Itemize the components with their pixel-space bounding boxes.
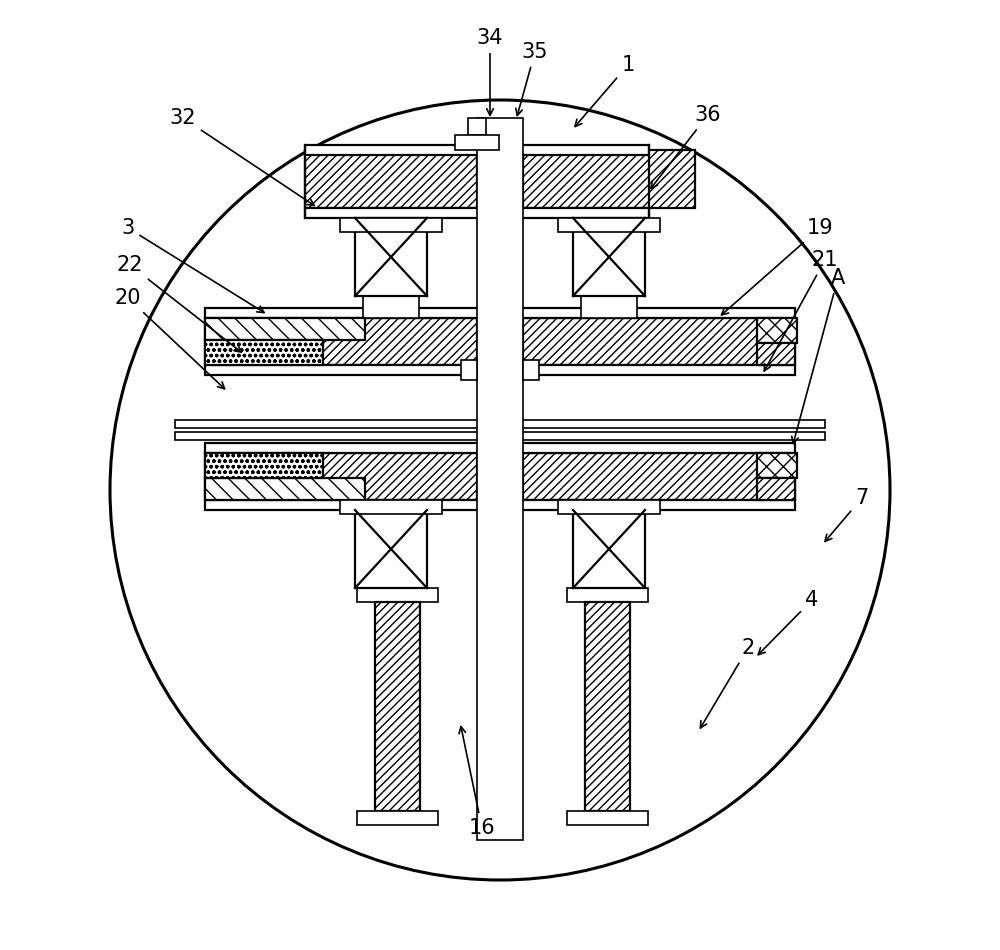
Bar (357, 588, 438, 602)
Bar (205, 443, 795, 453)
Bar (175, 432, 825, 440)
Bar (523, 318, 795, 365)
Bar (355, 218, 427, 296)
Text: 34: 34 (477, 28, 503, 115)
Bar (581, 296, 637, 318)
Text: 3: 3 (121, 218, 264, 313)
Bar (523, 360, 539, 380)
Bar (305, 145, 649, 155)
Bar (363, 510, 419, 514)
Bar (567, 811, 648, 825)
Bar (205, 318, 365, 340)
Text: 19: 19 (721, 218, 833, 315)
Text: 2: 2 (700, 638, 755, 728)
Text: A: A (792, 268, 845, 444)
Bar (205, 478, 365, 500)
Bar (477, 118, 523, 840)
Bar (585, 602, 630, 811)
Bar (205, 340, 323, 365)
Text: 21: 21 (764, 250, 838, 370)
Bar (757, 318, 797, 343)
Bar (205, 365, 795, 375)
Bar (340, 500, 442, 514)
Bar (205, 318, 477, 365)
Bar (355, 510, 427, 588)
Text: 35: 35 (516, 42, 548, 116)
Text: 20: 20 (115, 288, 225, 389)
Bar (305, 208, 649, 218)
Circle shape (110, 100, 890, 880)
Text: 22: 22 (117, 255, 241, 352)
Bar (175, 420, 825, 428)
Bar (205, 453, 323, 478)
Text: 32: 32 (170, 108, 314, 205)
Bar (757, 478, 795, 500)
Text: 1: 1 (575, 55, 635, 126)
Bar (573, 218, 645, 296)
Bar (757, 453, 797, 478)
Bar (205, 500, 795, 510)
Bar (363, 296, 419, 318)
Bar (205, 453, 477, 500)
Text: 4: 4 (758, 590, 819, 655)
Bar (757, 343, 795, 365)
Bar (305, 150, 477, 208)
Bar (461, 360, 477, 380)
Text: 36: 36 (651, 105, 721, 188)
Text: 16: 16 (459, 727, 495, 838)
Bar (558, 500, 660, 514)
Bar (558, 218, 660, 232)
Bar (468, 118, 486, 135)
Bar (523, 150, 695, 208)
Bar (455, 135, 499, 150)
Bar (205, 308, 795, 318)
Bar (567, 588, 648, 602)
Text: 7: 7 (825, 488, 869, 542)
Bar (523, 453, 795, 500)
Bar (357, 811, 438, 825)
Bar (581, 510, 637, 514)
Bar (340, 218, 442, 232)
Bar (375, 602, 420, 811)
Bar (573, 510, 645, 588)
